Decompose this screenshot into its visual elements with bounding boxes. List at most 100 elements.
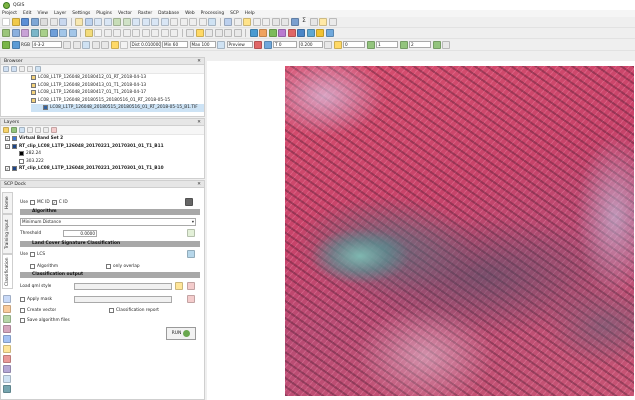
scp-download-icon[interactable] <box>259 29 267 37</box>
scp-preprocess-icon[interactable] <box>268 29 277 37</box>
expand-all-icon[interactable] <box>35 127 41 133</box>
collapse-all-icon[interactable] <box>27 66 33 72</box>
text-annotation-icon[interactable] <box>328 18 337 26</box>
properties-icon[interactable] <box>35 66 41 72</box>
save-edits-icon[interactable] <box>94 29 102 37</box>
menu-item-vector[interactable]: Vector <box>117 11 132 16</box>
rgb-combo[interactable]: 4-3-2 <box>31 41 62 48</box>
change-label-icon[interactable] <box>233 29 242 37</box>
scp-postprocess-icon[interactable] <box>278 29 286 37</box>
menu-item-help[interactable]: Help <box>244 11 255 16</box>
add-postgis-icon[interactable] <box>49 29 58 37</box>
add-wfs-icon[interactable] <box>68 29 77 37</box>
scp-home-icon[interactable] <box>2 40 10 49</box>
download-tool-icon[interactable] <box>3 305 11 313</box>
new-map-view-icon[interactable] <box>170 18 178 26</box>
digitize-icon[interactable] <box>103 29 112 37</box>
layer-item[interactable]: ✓ RT_clip_LC08_L1TP_126048_20170221_20170… <box>5 165 204 173</box>
s-field[interactable]: 0.200 <box>298 41 323 48</box>
layer-item[interactable]: ✓ Virtual Band Set 2 <box>5 135 204 143</box>
scp-batch-icon[interactable] <box>297 29 305 37</box>
menu-item-raster[interactable]: Raster <box>137 11 153 16</box>
apply-mask-checkbox[interactable] <box>20 296 25 302</box>
band-processing-icon[interactable] <box>3 335 11 343</box>
add-wms-icon[interactable] <box>59 29 67 37</box>
zoom-out-icon[interactable] <box>103 18 112 26</box>
paste-features-icon[interactable] <box>151 29 159 37</box>
create-vector-checkbox[interactable] <box>20 307 25 313</box>
signature-threshold-icon[interactable] <box>187 250 195 258</box>
reset-qml-icon[interactable] <box>187 282 195 290</box>
browser-item[interactable]: LC08_L1TP_126048_20180412_01_RT_2018-04-… <box>31 74 204 82</box>
max-field[interactable]: Max 100 <box>189 41 216 48</box>
identify-icon[interactable] <box>224 18 232 26</box>
pan-icon[interactable] <box>75 18 83 26</box>
n3-field[interactable]: 2 <box>409 41 432 48</box>
zoom-next-icon[interactable] <box>160 18 169 26</box>
preview-remove-icon[interactable] <box>263 40 272 49</box>
min-field[interactable]: Min 60 <box>162 41 189 48</box>
save-algorithm-files-checkbox[interactable] <box>20 317 25 323</box>
statistics-sigma-icon[interactable]: Σ <box>300 18 308 26</box>
add-mesh-icon[interactable] <box>21 29 29 37</box>
roi-redo-icon[interactable] <box>101 40 110 49</box>
zoom-native-icon[interactable] <box>141 18 150 26</box>
scp-user-manual-icon[interactable] <box>316 29 324 37</box>
select-features-icon[interactable] <box>243 18 251 26</box>
select-value-icon[interactable] <box>252 18 261 26</box>
band-calc-tool-icon[interactable] <box>3 355 11 363</box>
threshold-settings-icon[interactable] <box>187 229 195 237</box>
menu-item-view[interactable]: View <box>37 11 48 16</box>
zoom-preview-icon[interactable] <box>217 40 226 49</box>
browser-item[interactable]: LC08_L1TP_126048_20180413_01_T1_2018-04-… <box>31 82 204 90</box>
zoom-to-roi-icon[interactable] <box>82 40 91 49</box>
style-manager-icon[interactable] <box>59 18 67 26</box>
menu-item-processing[interactable]: Processing <box>200 11 225 16</box>
tab-training-input[interactable]: Training input <box>2 214 13 254</box>
tab-classification[interactable]: Classification <box>2 254 13 289</box>
menu-item-web[interactable]: Web <box>185 11 195 16</box>
scp-help-icon[interactable] <box>325 29 334 37</box>
tab-home[interactable]: Home <box>2 192 13 214</box>
filter-legend-icon[interactable] <box>27 127 33 133</box>
move-label-icon[interactable] <box>214 29 223 37</box>
classification-report-checkbox[interactable] <box>109 307 114 313</box>
zoom-layer-icon[interactable] <box>132 18 140 26</box>
postprocessing-icon[interactable] <box>3 345 11 353</box>
toggle-editing-icon[interactable] <box>84 29 93 37</box>
field-calculator-icon[interactable] <box>281 18 289 26</box>
roi-draw-icon[interactable] <box>91 40 100 49</box>
classification-preview-icon[interactable] <box>333 40 342 49</box>
options-icon[interactable] <box>442 40 451 49</box>
map-tips-icon[interactable] <box>319 18 327 26</box>
toggle-a-icon[interactable] <box>366 40 375 49</box>
layer-visibility-checkbox[interactable]: ✓ <box>5 136 10 142</box>
layer-item[interactable]: ✓ RT_clip_LC08_L1TP_126048_20170221_20170… <box>5 143 204 151</box>
add-delimited-icon[interactable] <box>30 29 39 37</box>
add-raster-icon[interactable] <box>11 29 20 37</box>
run-button[interactable]: RUN <box>166 327 196 340</box>
menu-item-scp[interactable]: SCP <box>230 11 239 16</box>
collapse-layers-icon[interactable] <box>43 127 49 133</box>
preview-button[interactable]: Preview <box>226 41 253 48</box>
rotate-label-icon[interactable] <box>224 29 232 37</box>
add-spatialite-icon[interactable] <box>40 29 48 37</box>
algorithm-select[interactable]: Minimum Distance ▾ <box>20 218 196 226</box>
menu-item-edit[interactable]: Edit <box>23 11 32 16</box>
panel-close-icon[interactable]: ✕ <box>197 119 201 125</box>
manage-map-themes-icon[interactable] <box>19 127 25 133</box>
new-project-icon[interactable] <box>2 18 10 26</box>
pan-to-selection-icon[interactable] <box>84 18 93 26</box>
redo-icon[interactable] <box>170 29 178 37</box>
browser-item[interactable]: LC08_L1TP_126048_20180417_01_T1_2018-04-… <box>31 89 204 97</box>
lcs-checkbox[interactable] <box>30 251 36 257</box>
basic-tools-icon[interactable] <box>3 315 11 323</box>
local-cumulative-stretch-icon[interactable] <box>63 40 72 49</box>
refresh-browser-icon[interactable] <box>11 66 17 72</box>
cut-features-icon[interactable] <box>132 29 140 37</box>
only-overlap-checkbox[interactable] <box>106 263 111 269</box>
dist-field[interactable]: Dist 0.010000 <box>129 41 161 48</box>
reset-mask-icon[interactable] <box>187 295 195 303</box>
algorithm-checkbox[interactable] <box>30 263 35 269</box>
label-tool-icon[interactable] <box>186 29 194 37</box>
